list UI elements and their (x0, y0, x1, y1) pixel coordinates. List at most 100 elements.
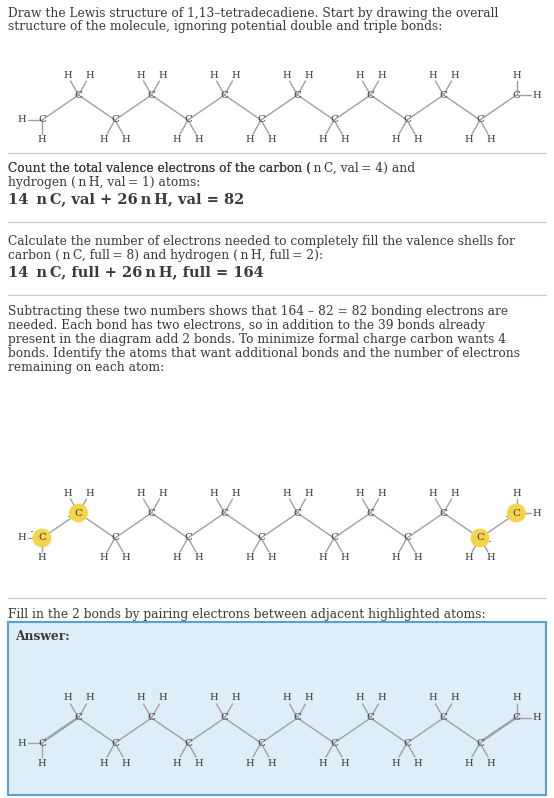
Text: H: H (245, 136, 254, 144)
Text: H: H (486, 759, 495, 768)
Text: H: H (38, 136, 47, 144)
Text: H: H (282, 70, 291, 80)
Text: C: C (476, 116, 484, 124)
Text: H: H (100, 759, 109, 768)
Text: Answer:: Answer: (15, 630, 70, 643)
Text: H: H (85, 70, 94, 80)
Text: H: H (209, 488, 218, 497)
Text: H: H (268, 759, 276, 768)
Text: H: H (282, 488, 291, 497)
Text: H: H (450, 488, 459, 497)
Text: H: H (341, 759, 350, 768)
Text: H: H (512, 693, 521, 702)
Text: C: C (74, 713, 83, 722)
Text: C: C (403, 116, 411, 124)
Text: hydrogen ( n H, val = 1) atoms:: hydrogen ( n H, val = 1) atoms: (8, 176, 201, 189)
Text: 14  n C, val + 26 n H, val = 82: 14 n C, val + 26 n H, val = 82 (8, 192, 244, 206)
Text: C: C (74, 508, 83, 517)
Text: H: H (486, 554, 495, 563)
Text: H: H (304, 488, 313, 497)
Text: H: H (173, 554, 181, 563)
Text: carbon ( n C, full = 8) and hydrogen ( n H, full = 2):: carbon ( n C, full = 8) and hydrogen ( n… (8, 249, 323, 262)
Text: C: C (184, 116, 192, 124)
Text: H: H (319, 759, 327, 768)
Text: H: H (450, 693, 459, 702)
Text: H: H (532, 508, 541, 517)
Text: C: C (476, 534, 484, 543)
Text: H: H (392, 759, 401, 768)
Text: needed. Each bond has two electrons, so in addition to the 39 bonds already: needed. Each bond has two electrons, so … (8, 319, 485, 332)
Text: H: H (158, 693, 167, 702)
Text: H: H (355, 70, 364, 80)
Text: H: H (63, 70, 72, 80)
Text: H: H (465, 554, 473, 563)
Text: H: H (18, 534, 26, 543)
Text: ·: · (488, 536, 492, 550)
Text: H: H (63, 488, 72, 497)
Text: C: C (147, 90, 156, 100)
Text: H: H (268, 554, 276, 563)
Text: C: C (184, 738, 192, 748)
Text: structure of the molecule, ignoring potential double and triple bonds:: structure of the molecule, ignoring pote… (8, 20, 443, 33)
Text: H: H (304, 70, 313, 80)
Text: H: H (85, 693, 94, 702)
Text: H: H (319, 136, 327, 144)
Text: C: C (38, 534, 46, 543)
Text: C: C (367, 508, 375, 517)
Text: H: H (341, 554, 350, 563)
Text: H: H (194, 136, 203, 144)
Text: H: H (136, 70, 145, 80)
Text: H: H (245, 554, 254, 563)
Text: H: H (392, 554, 401, 563)
Text: remaining on each atom:: remaining on each atom: (8, 361, 164, 374)
Text: C: C (439, 713, 448, 722)
Circle shape (507, 504, 526, 522)
Text: H: H (38, 759, 47, 768)
Text: H: H (231, 693, 240, 702)
Text: C: C (512, 713, 521, 722)
Text: Count the total valence electrons of the carbon ( n C, val = 4) and: Count the total valence electrons of the… (8, 162, 415, 175)
Text: Count the total valence electrons of the carbon (: Count the total valence electrons of the… (8, 162, 311, 175)
Text: H: H (428, 70, 437, 80)
Text: C: C (257, 738, 265, 748)
Text: H: H (282, 693, 291, 702)
Text: H: H (63, 693, 72, 702)
Text: C: C (147, 508, 156, 517)
Text: H: H (100, 136, 109, 144)
Text: C: C (439, 90, 448, 100)
Text: Draw the Lewis structure of 1,13–tetradecadiene. Start by drawing the overall: Draw the Lewis structure of 1,13–tetrade… (8, 7, 499, 20)
Text: H: H (377, 693, 386, 702)
Circle shape (69, 504, 88, 522)
Text: C: C (111, 534, 119, 543)
Text: C: C (220, 713, 228, 722)
Text: C: C (330, 738, 338, 748)
Text: C: C (512, 90, 521, 100)
Text: C: C (257, 116, 265, 124)
Text: H: H (194, 554, 203, 563)
Text: H: H (377, 488, 386, 497)
Text: C: C (111, 738, 119, 748)
Text: H: H (392, 136, 401, 144)
Circle shape (33, 529, 51, 547)
Text: H: H (18, 738, 26, 748)
Text: H: H (158, 488, 167, 497)
Text: H: H (245, 759, 254, 768)
Text: C: C (74, 90, 83, 100)
Text: H: H (18, 116, 26, 124)
Text: present in the diagram add 2 bonds. To minimize formal charge carbon wants 4: present in the diagram add 2 bonds. To m… (8, 333, 506, 346)
Text: 14  n C, full + 26 n H, full = 164: 14 n C, full + 26 n H, full = 164 (8, 265, 264, 279)
Text: H: H (209, 693, 218, 702)
Text: Count the total valence electrons of the carbon (                               : Count the total valence electrons of the… (8, 162, 420, 175)
Text: H: H (465, 759, 473, 768)
Text: C: C (147, 713, 156, 722)
Text: H: H (173, 759, 181, 768)
Text: H: H (532, 90, 541, 100)
Text: ·: · (505, 512, 509, 524)
Text: C: C (512, 508, 521, 517)
Text: H: H (465, 136, 473, 144)
Text: H: H (100, 554, 109, 563)
Text: H: H (512, 488, 521, 497)
Text: H: H (85, 488, 94, 497)
Text: H: H (355, 693, 364, 702)
Text: H: H (414, 759, 422, 768)
